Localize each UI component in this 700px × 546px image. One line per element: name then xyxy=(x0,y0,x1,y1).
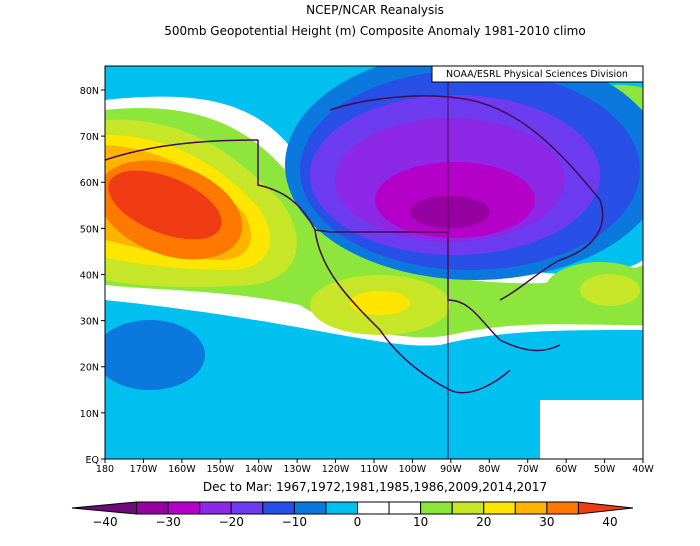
colorbar-label: 10 xyxy=(413,515,428,529)
colorbar-box xyxy=(199,501,232,515)
colorbar-box xyxy=(262,501,295,515)
lon-label: 110W xyxy=(360,464,388,475)
lat-label: 80N xyxy=(80,86,99,97)
anomaly-field xyxy=(105,66,643,459)
lon-label: 130W xyxy=(283,464,311,475)
colorbar-label: 40 xyxy=(602,515,617,529)
credit-box xyxy=(431,65,644,83)
lon-label: 160W xyxy=(168,464,196,475)
colorbar-box xyxy=(514,501,548,515)
colorbar-box xyxy=(230,501,264,515)
lon-label: 170W xyxy=(130,464,158,475)
colorbar-label: −30 xyxy=(155,515,180,529)
colorbar-label: −40 xyxy=(92,515,117,529)
colorbar-arrow xyxy=(577,501,634,515)
colorbar-box xyxy=(325,501,358,515)
lon-label: 50W xyxy=(594,464,616,475)
lon-label: 80W xyxy=(479,464,501,475)
lon-label: 70W xyxy=(517,464,539,475)
lon-label: 140W xyxy=(245,464,273,475)
colorbar-label: 0 xyxy=(354,515,362,529)
colorbar-box xyxy=(420,501,453,515)
colorbar-label: 30 xyxy=(539,515,554,529)
colorbar-box xyxy=(483,501,516,515)
colorbar-box xyxy=(136,501,169,515)
title: NCEP/NCAR Reanalysis xyxy=(306,3,444,17)
lat-label: 50N xyxy=(80,224,99,235)
lat-label: EQ xyxy=(86,455,99,466)
colorbar-box xyxy=(167,501,201,515)
lon-label: 40W xyxy=(632,464,654,475)
lon-label: 100W xyxy=(399,464,427,475)
credit: NOAA/ESRL Physical Sciences Division xyxy=(446,69,628,80)
colorbar-label: −10 xyxy=(282,515,307,529)
lat-label: 20N xyxy=(80,363,99,374)
subtitle: 500mb Geopotential Height (m) Composite … xyxy=(164,24,585,38)
lat-label: 70N xyxy=(80,132,99,143)
lat-label: 10N xyxy=(80,409,99,420)
colorbar-label: −20 xyxy=(219,515,244,529)
colorbar-box xyxy=(546,501,579,515)
colorbar-box xyxy=(357,501,390,515)
lon-label: 90W xyxy=(440,464,462,475)
footer: Dec to Mar: 1967,1972,1981,1985,1986,200… xyxy=(203,480,547,494)
lon-label: 150W xyxy=(207,464,235,475)
lat-label: 60N xyxy=(80,178,99,189)
lon-label: 120W xyxy=(322,464,350,475)
colorbar-box xyxy=(388,501,422,515)
lon-label: 60W xyxy=(555,464,577,475)
lat-label: 30N xyxy=(80,317,99,328)
lon-label: 180 xyxy=(96,464,114,475)
colorbar-box xyxy=(451,501,485,515)
colorbar-arrow xyxy=(71,501,138,515)
colorbar-box xyxy=(293,501,327,515)
colorbar-label: 20 xyxy=(476,515,491,529)
colorbar: −40 −30 −20 −10 0 10 20 30 40 xyxy=(71,501,634,529)
lat-label: 40N xyxy=(80,270,99,281)
